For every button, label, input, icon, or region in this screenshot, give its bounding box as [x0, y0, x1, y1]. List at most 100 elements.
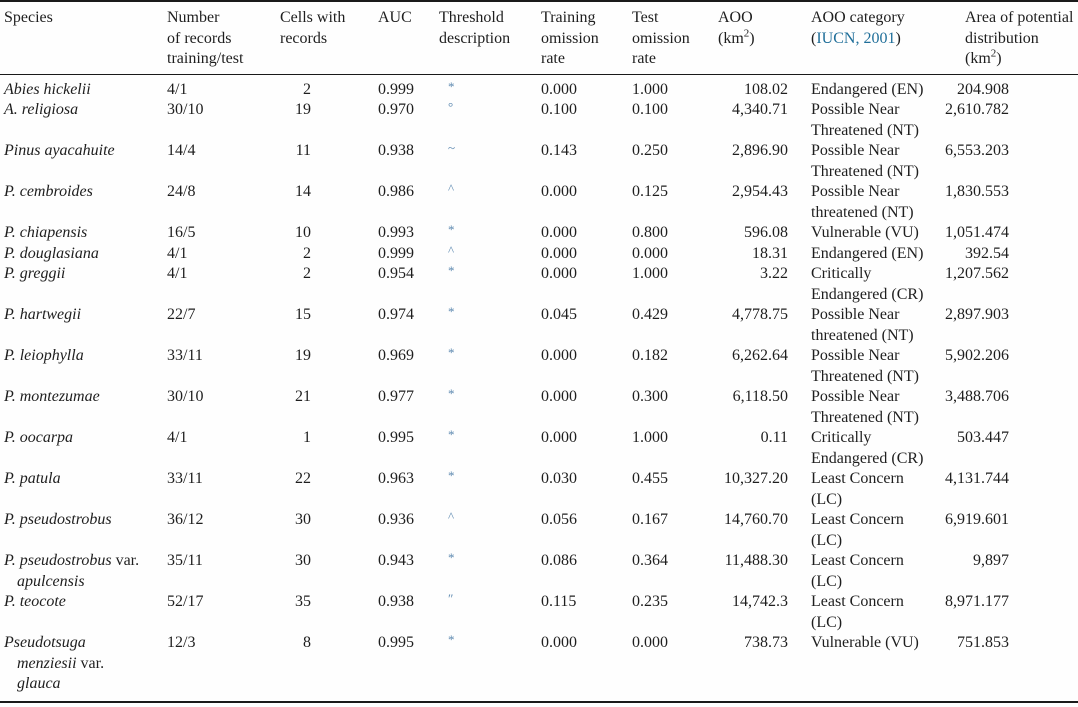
aoo-category-cell: Least Concern (LC) — [811, 593, 904, 631]
threshold-description-cell: * — [438, 632, 536, 702]
table-row: P. patula 33/11 22 0.963 * 0.030 0.455 10,327.2… — [0, 468, 1078, 510]
area-of-potential-distribution-cell: 204.908 — [957, 80, 1009, 98]
threshold-symbol: * — [448, 222, 455, 237]
test-omission-rate-cell: 0.182 — [632, 347, 668, 364]
records-training-test-cell: 4/1 — [167, 80, 188, 98]
citation-paren-open: ( — [811, 29, 817, 47]
aoo-category-cell: Vulnerable (VU) — [811, 634, 919, 651]
records-training-test-cell: 35/11 — [167, 552, 203, 569]
auc-cell: 0.936 — [378, 511, 414, 528]
threshold-symbol: ° — [448, 99, 454, 114]
species-name-part: P. patula — [4, 470, 61, 487]
cells-with-records-cell: 30 — [295, 511, 311, 528]
auc-cell: 0.999 — [378, 244, 414, 262]
threshold-description-cell: * — [438, 468, 536, 510]
species-cell: P. pseudostrobus — [0, 510, 166, 551]
test-omission-rate-cell: 1.000 — [632, 265, 668, 282]
auc-cell: 0.938 — [378, 593, 414, 610]
col-header-threshold-description: Threshold description — [438, 1, 536, 75]
cells-with-records-cell: 11 — [295, 142, 311, 159]
table-row: Pseudotsuga menziesii var. glauca 12/3 8 0.… — [0, 632, 1078, 702]
training-omission-rate-cell: 0.000 — [541, 265, 577, 282]
threshold-description-cell: ° — [438, 99, 536, 141]
aoo-cell: 4,340.71 — [732, 101, 788, 118]
col-header-aoo-category: AOO category (IUCN, 2001) — [805, 1, 945, 75]
table-row: P. hartwegii 22/7 15 0.974 * 0.045 0.429 4,778.… — [0, 304, 1078, 346]
cells-with-records-cell: 2 — [303, 244, 311, 262]
threshold-symbol: * — [448, 263, 455, 278]
aoo-category-cell: Least Concern (LC) — [811, 470, 904, 508]
test-omission-rate-cell: 1.000 — [632, 80, 668, 98]
cells-with-records-cell: 2 — [303, 80, 311, 98]
species-name-part: Pseudotsuga menziesii — [4, 634, 86, 672]
species-cell: P. hartwegii — [0, 305, 166, 346]
threshold-symbol: * — [448, 78, 455, 94]
training-omission-rate-cell: 0.000 — [541, 224, 577, 241]
table-row: P. chiapensis 16/5 10 0.993 * 0.000 0.800 596.0… — [0, 222, 1078, 244]
col-header-area-of-potential-distribution: Area of potential distribution (km2) — [945, 1, 1078, 75]
table-row: P. oocarpa 4/1 1 0.995 * 0.000 1.000 0.11 Critic… — [0, 427, 1078, 469]
test-omission-rate-cell: 0.100 — [632, 101, 668, 118]
species-name-part: P. pseudostrobus — [4, 511, 112, 528]
threshold-symbol: * — [448, 386, 455, 401]
records-training-test-cell: 24/8 — [167, 183, 196, 200]
aoo-category-cell: Possible Near Threatened (NT) — [811, 142, 919, 180]
aoo-cell: 2,896.90 — [732, 142, 788, 159]
table-header: Species Number of records training/test … — [0, 1, 1078, 75]
aoo-category-header-label: AOO category — [811, 9, 905, 26]
aoo-header-unit-sup: 2 — [743, 27, 750, 40]
threshold-description-cell: ^ — [438, 509, 536, 551]
test-omission-rate-cell: 0.000 — [632, 244, 668, 262]
aoo-category-cell: Endangered (EN) — [811, 80, 924, 98]
aoo-cell: 108.02 — [744, 80, 788, 98]
table-row: A. religiosa 30/10 19 0.970 ° 0.100 0.100 4,340… — [0, 99, 1078, 141]
aoo-cell: 6,118.50 — [732, 388, 788, 405]
species-name-part: A. religiosa — [4, 101, 79, 118]
threshold-symbol: ^ — [448, 181, 455, 196]
aoo-cell: 6,262.64 — [732, 347, 788, 364]
species-name-part: apulcensis — [17, 572, 85, 590]
training-omission-rate-cell: 0.000 — [541, 183, 577, 200]
table-row: P. teocote 52/17 35 0.938 ″ 0.115 0.235 14,742.… — [0, 591, 1078, 633]
area-of-potential-distribution-cell: 3,488.706 — [945, 388, 1009, 405]
cells-with-records-cell: 30 — [295, 552, 311, 569]
records-training-test-cell: 22/7 — [167, 306, 196, 323]
species-name-part: P. chiapensis — [4, 224, 88, 241]
aoo-cell: 3.22 — [760, 265, 788, 282]
species-cell: P. greggii — [0, 264, 166, 305]
area-of-potential-distribution-cell: 503.447 — [957, 429, 1009, 446]
training-omission-rate-cell: 0.056 — [541, 511, 577, 528]
threshold-description-cell: * — [438, 345, 536, 387]
aoo-category-cell: Critically Endangered (CR) — [811, 429, 924, 467]
threshold-symbol: * — [448, 345, 455, 360]
records-training-test-cell: 4/1 — [167, 244, 188, 262]
species-cell: Pseudotsuga menziesii var. glauca — [0, 633, 166, 702]
area-of-potential-distribution-cell: 2,897.903 — [945, 306, 1009, 323]
area-of-potential-distribution-cell: 751.853 — [957, 634, 1009, 651]
threshold-symbol: ~ — [448, 140, 456, 155]
species-cell: P. pseudostrobus var. apulcensis — [0, 551, 166, 592]
area-of-potential-distribution-cell: 1,207.562 — [945, 265, 1009, 282]
col-header-aoo: AOO (km2) — [701, 1, 805, 75]
species-cell: Abies hickelii — [0, 74, 166, 100]
species-cell: P. cembroides — [0, 182, 166, 223]
col-header-test-omission-rate: Test omission rate — [627, 1, 701, 75]
species-name-part: glauca — [17, 675, 61, 692]
test-omission-rate-cell: 0.167 — [632, 511, 668, 528]
threshold-symbol: * — [448, 468, 455, 483]
test-omission-rate-cell: 0.125 — [632, 183, 668, 200]
auc-cell: 0.999 — [378, 80, 414, 98]
species-name-part: P. pseudostrobus — [4, 552, 116, 569]
auc-cell: 0.943 — [378, 552, 414, 569]
cells-with-records-cell: 22 — [295, 470, 311, 487]
threshold-description-cell: ^ — [438, 181, 536, 223]
threshold-description-cell: * — [438, 550, 536, 592]
cells-with-records-cell: 19 — [295, 347, 311, 364]
species-name-part: var. — [115, 552, 140, 569]
auc-cell: 0.963 — [378, 470, 414, 487]
aoo-cell: 11,488.30 — [724, 552, 788, 569]
table-header-row: Species Number of records training/test … — [0, 1, 1078, 75]
iucn-2001-citation-link[interactable]: IUCN, 2001 — [816, 29, 896, 47]
training-omission-rate-cell: 0.000 — [541, 347, 577, 364]
